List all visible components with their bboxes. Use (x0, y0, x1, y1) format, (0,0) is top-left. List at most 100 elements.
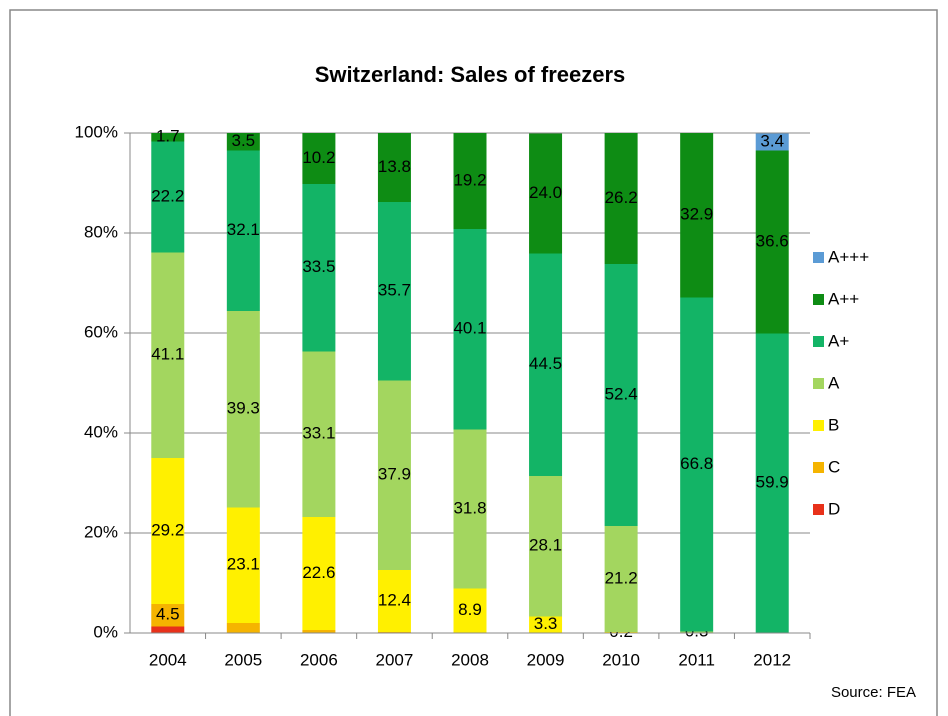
bar-segment (529, 476, 563, 617)
legend-label: B (828, 415, 839, 434)
data-label: 4.5 (156, 605, 180, 624)
legend-label: A+ (828, 331, 849, 350)
bar-segment (755, 150, 789, 334)
bar-segment (529, 616, 563, 633)
legend-label: C (828, 457, 840, 476)
bar-segment (377, 380, 411, 570)
bar-segment (680, 133, 714, 298)
x-tick-label: 2005 (224, 650, 262, 669)
x-tick-label: 2007 (376, 650, 414, 669)
data-label: 41.1 (151, 345, 184, 364)
bar-segment (680, 631, 714, 633)
x-tick-label: 2012 (753, 650, 791, 669)
data-label: 44.5 (529, 354, 562, 373)
data-label: 31.8 (453, 498, 486, 517)
y-tick-label: 20% (84, 522, 118, 541)
bar-segment (302, 630, 336, 633)
data-label: 36.6 (756, 231, 789, 250)
data-label: 32.9 (680, 205, 713, 224)
x-tick-label: 2004 (149, 650, 187, 669)
bar-segment (604, 133, 638, 264)
source-note: Source: FEA (831, 684, 916, 701)
y-tick-label: 0% (93, 622, 118, 641)
data-label: 32.1 (227, 220, 260, 239)
bar-segment (226, 623, 260, 633)
bar-segment (453, 229, 487, 430)
data-label: 10.2 (302, 148, 335, 167)
data-label: 33.5 (302, 257, 335, 276)
bar-segment (529, 133, 563, 254)
bar-segment (755, 333, 789, 633)
data-label: 19.2 (453, 170, 486, 189)
x-tick-label: 2009 (527, 650, 565, 669)
data-label: 3.4 (760, 131, 784, 150)
bar-segment (302, 517, 336, 630)
bar-segment (377, 133, 411, 202)
bar-segment (302, 133, 336, 184)
data-label: 1.7 (156, 127, 180, 146)
legend-label: A+++ (828, 247, 869, 266)
bar-segment (151, 458, 185, 604)
legend-label: D (828, 499, 840, 518)
data-label: 40.1 (453, 319, 486, 338)
bar-segment (604, 264, 638, 526)
data-label: 29.2 (151, 520, 184, 539)
data-label: 39.3 (227, 399, 260, 418)
data-label: 13.8 (378, 157, 411, 176)
bar-segment (151, 141, 185, 253)
data-label: 8.9 (458, 600, 482, 619)
bar-segment (151, 252, 185, 458)
y-tick-label: 40% (84, 422, 118, 441)
data-label: 35.7 (378, 281, 411, 300)
bar-segment (604, 526, 638, 632)
legend-swatch (813, 378, 824, 389)
data-label: 3.5 (232, 131, 256, 150)
x-tick-label: 2008 (451, 650, 489, 669)
x-tick-label: 2011 (678, 650, 715, 669)
data-label: 26.2 (605, 188, 638, 207)
bar-segment (226, 150, 260, 311)
x-tick-label: 2010 (602, 650, 640, 669)
data-label: 3.3 (534, 614, 558, 633)
legend-swatch (813, 294, 824, 305)
y-tick-label: 100% (75, 122, 118, 141)
bar-segment (226, 507, 260, 623)
bar-segment (302, 184, 336, 352)
data-label: 24.0 (529, 183, 562, 202)
data-label: 52.4 (605, 384, 638, 403)
y-tick-label: 80% (84, 222, 118, 241)
bar-segment (755, 133, 789, 151)
bar-segment (529, 253, 563, 476)
bar-segment (453, 133, 487, 229)
bar-segment (226, 133, 260, 151)
data-label: 37.9 (378, 465, 411, 484)
data-label: 21.2 (605, 568, 638, 587)
bar-segment (377, 570, 411, 632)
bar-segment (302, 351, 336, 517)
legend-swatch (813, 420, 824, 431)
data-label: 22.6 (302, 563, 335, 582)
y-tick-label: 60% (84, 322, 118, 341)
bar-segment (453, 429, 487, 589)
legend-label: A++ (828, 289, 859, 308)
legend-swatch (813, 336, 824, 347)
legend-swatch (813, 504, 824, 515)
data-label: 59.9 (756, 473, 789, 492)
data-label: 23.1 (227, 555, 260, 574)
legend-swatch (813, 462, 824, 473)
bar-segment (151, 626, 185, 633)
bar-segment (377, 202, 411, 381)
bar-segment (151, 604, 185, 627)
bar-segment (680, 297, 714, 632)
data-label: 28.1 (529, 536, 562, 555)
data-label: 66.8 (680, 454, 713, 473)
legend-swatch (813, 252, 824, 263)
bar-segment (151, 133, 185, 142)
data-label: 33.1 (302, 424, 335, 443)
bar-segment (226, 311, 260, 508)
legend-label: A (828, 373, 840, 392)
data-label: 12.4 (378, 590, 411, 609)
data-label: 22.2 (151, 186, 184, 205)
bar-segment (453, 588, 487, 633)
